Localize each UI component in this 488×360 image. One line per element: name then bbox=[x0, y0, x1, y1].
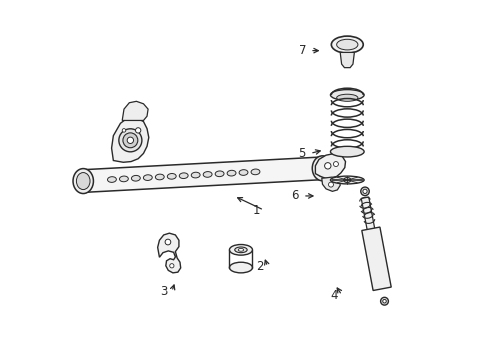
Polygon shape bbox=[122, 101, 148, 121]
Ellipse shape bbox=[191, 172, 200, 178]
Ellipse shape bbox=[250, 169, 260, 175]
Ellipse shape bbox=[179, 173, 188, 179]
Ellipse shape bbox=[324, 163, 330, 169]
Ellipse shape bbox=[76, 172, 90, 190]
Ellipse shape bbox=[238, 248, 243, 251]
Ellipse shape bbox=[380, 297, 387, 305]
Text: 5: 5 bbox=[298, 147, 305, 160]
Ellipse shape bbox=[135, 128, 141, 133]
Ellipse shape bbox=[203, 172, 212, 177]
Text: 4: 4 bbox=[330, 289, 337, 302]
Ellipse shape bbox=[127, 137, 133, 144]
Ellipse shape bbox=[315, 160, 328, 177]
Text: 1: 1 bbox=[252, 204, 260, 217]
Ellipse shape bbox=[330, 176, 364, 184]
Ellipse shape bbox=[215, 171, 224, 177]
Ellipse shape bbox=[331, 36, 363, 53]
Text: 2: 2 bbox=[255, 260, 263, 273]
Polygon shape bbox=[361, 197, 375, 235]
Ellipse shape bbox=[155, 174, 164, 180]
Polygon shape bbox=[321, 177, 340, 192]
Ellipse shape bbox=[226, 170, 236, 176]
Ellipse shape bbox=[333, 162, 338, 167]
Ellipse shape bbox=[73, 168, 93, 194]
Ellipse shape bbox=[122, 133, 138, 148]
Ellipse shape bbox=[229, 262, 252, 273]
Ellipse shape bbox=[107, 177, 116, 183]
Ellipse shape bbox=[360, 187, 368, 195]
Ellipse shape bbox=[362, 189, 366, 193]
Ellipse shape bbox=[328, 182, 333, 187]
Text: 3: 3 bbox=[160, 285, 167, 298]
Ellipse shape bbox=[169, 264, 174, 268]
Ellipse shape bbox=[119, 129, 142, 152]
Polygon shape bbox=[157, 233, 181, 273]
Ellipse shape bbox=[336, 39, 357, 50]
Ellipse shape bbox=[119, 176, 128, 182]
Ellipse shape bbox=[229, 244, 252, 255]
Polygon shape bbox=[361, 227, 390, 291]
Ellipse shape bbox=[343, 177, 350, 183]
Ellipse shape bbox=[143, 175, 152, 180]
Ellipse shape bbox=[330, 90, 364, 100]
Polygon shape bbox=[340, 53, 354, 68]
Text: 7: 7 bbox=[298, 44, 305, 57]
Ellipse shape bbox=[131, 175, 140, 181]
Ellipse shape bbox=[165, 239, 170, 245]
Ellipse shape bbox=[234, 247, 246, 253]
Ellipse shape bbox=[330, 146, 364, 157]
Text: 6: 6 bbox=[291, 189, 298, 202]
Ellipse shape bbox=[382, 300, 386, 303]
Ellipse shape bbox=[336, 94, 357, 101]
Ellipse shape bbox=[167, 174, 176, 179]
Polygon shape bbox=[82, 157, 323, 192]
Ellipse shape bbox=[239, 170, 247, 175]
Polygon shape bbox=[111, 118, 148, 162]
Ellipse shape bbox=[312, 156, 332, 181]
Polygon shape bbox=[315, 153, 345, 178]
Ellipse shape bbox=[122, 129, 125, 132]
